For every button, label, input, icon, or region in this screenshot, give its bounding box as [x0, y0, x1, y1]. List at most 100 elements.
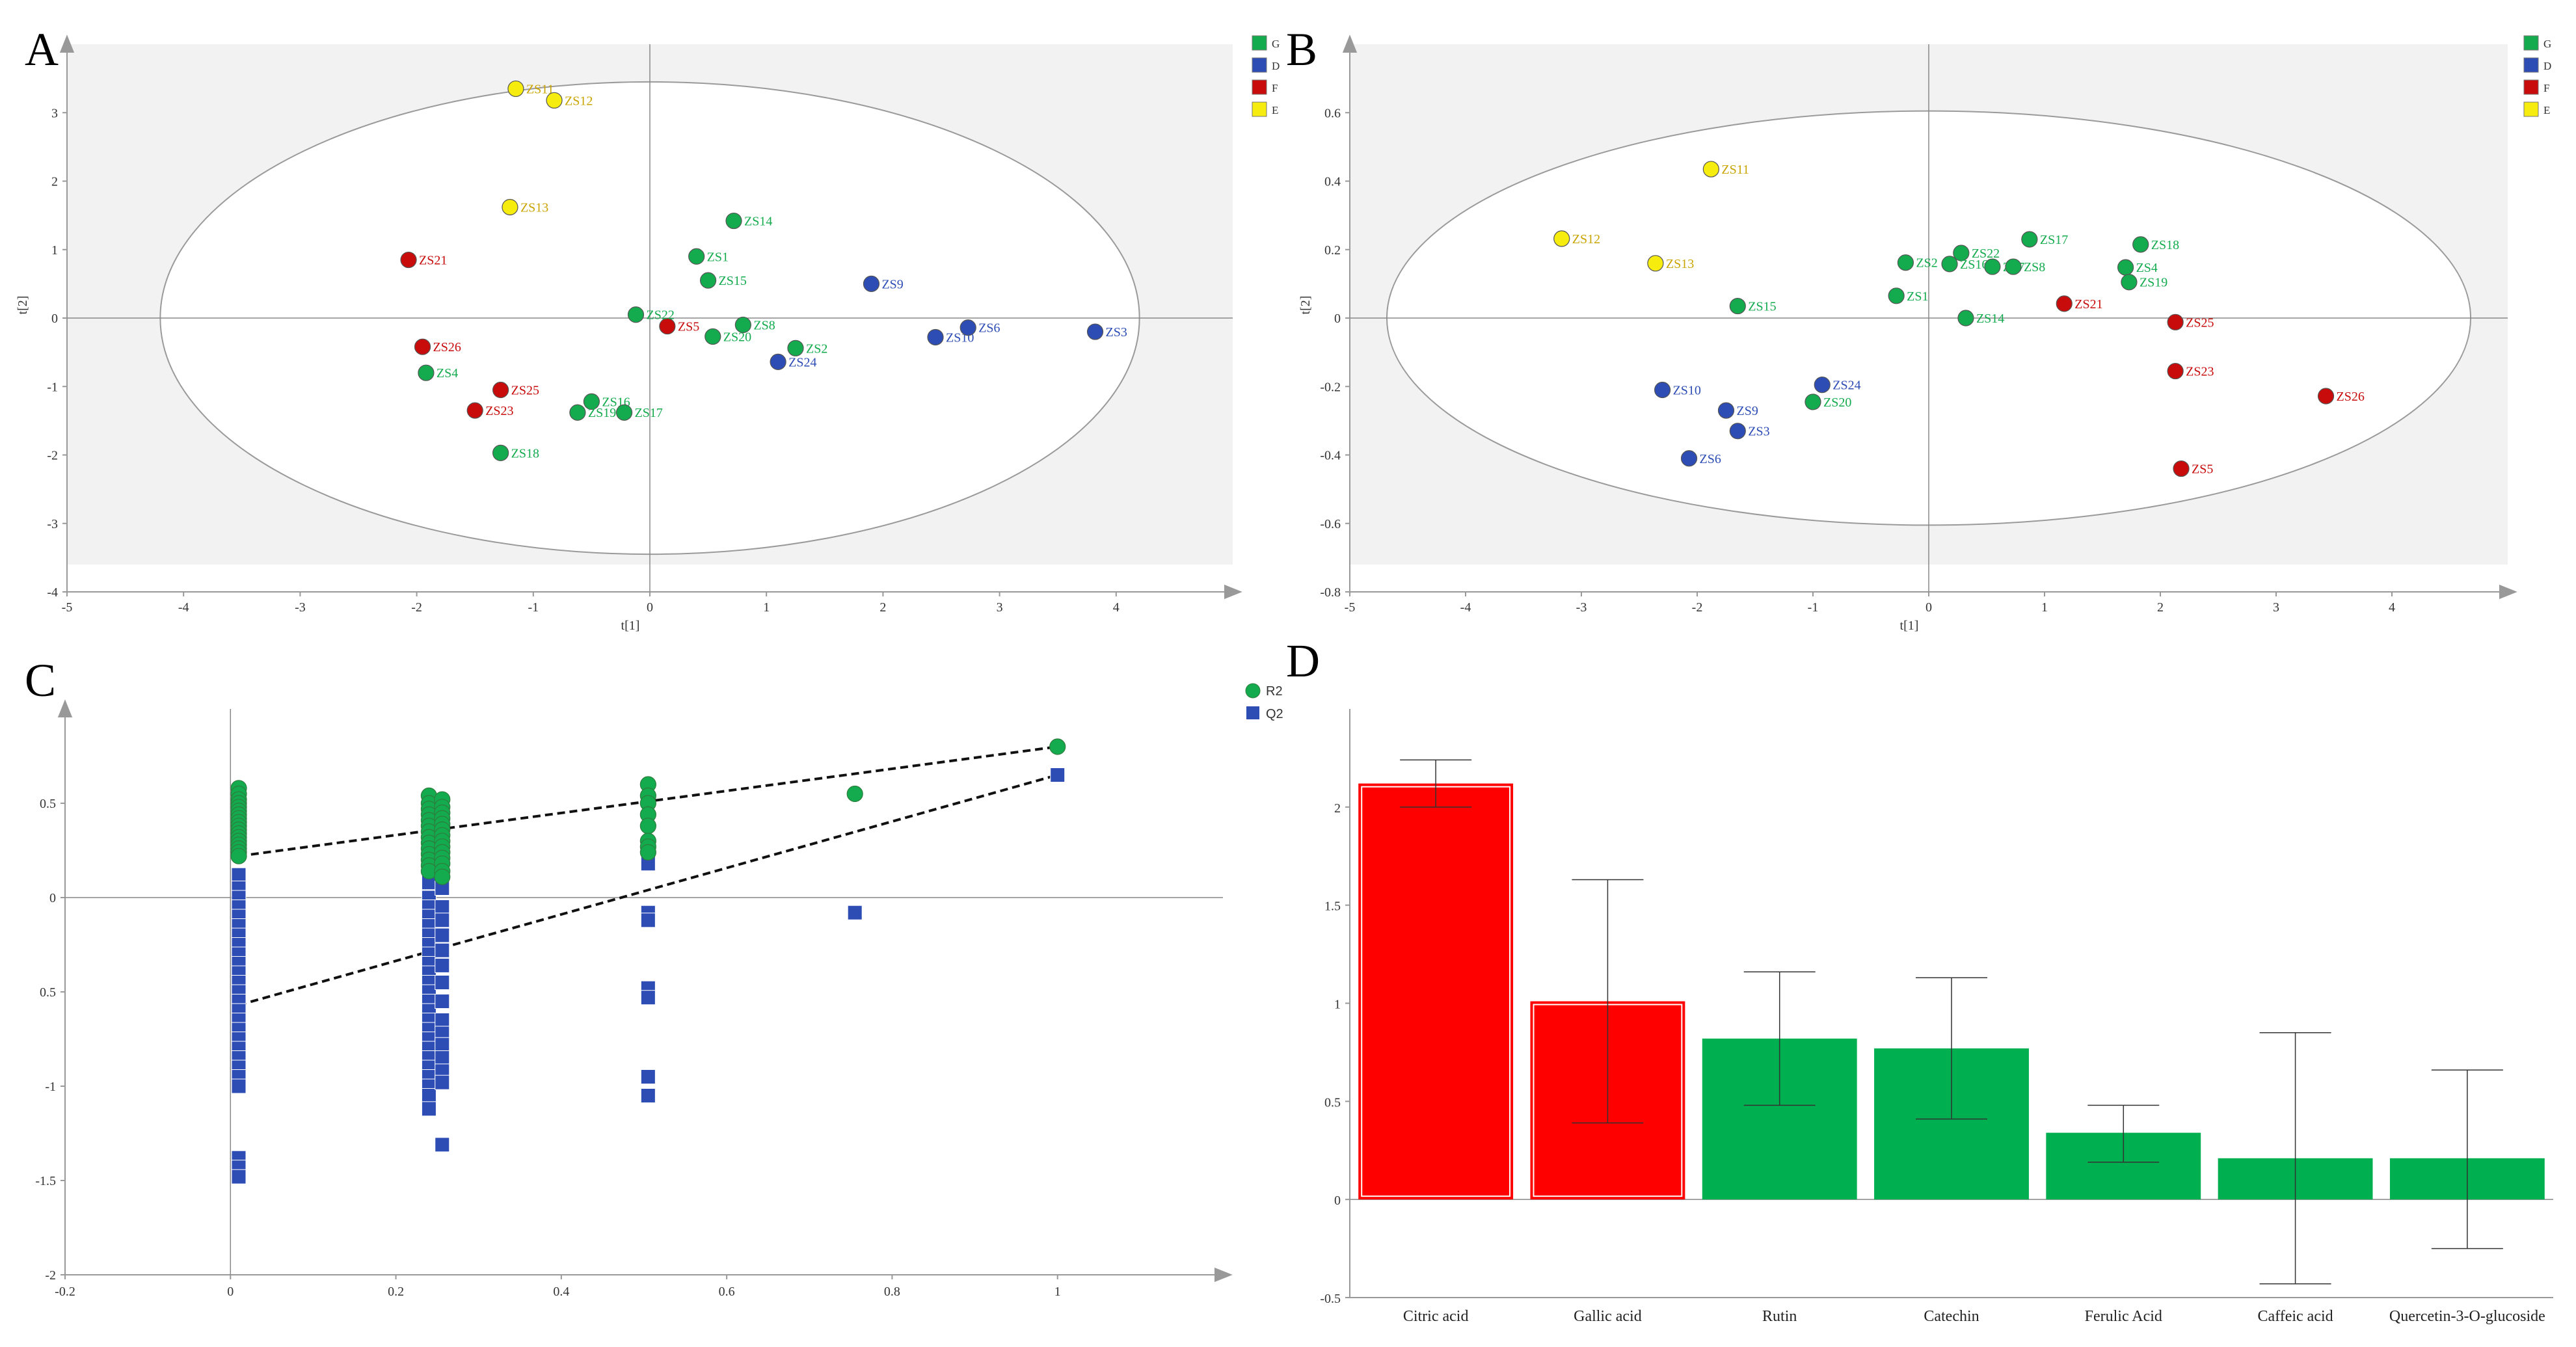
x-tick-label: 0 — [1925, 600, 1932, 615]
data-point — [418, 364, 435, 381]
panel-label-d: D — [1286, 635, 1320, 687]
legend-label: R2 — [1266, 684, 1283, 699]
x-tick-label: 4 — [1113, 600, 1120, 615]
y-tick-label: -0.4 — [1320, 449, 1341, 463]
legend-swatch — [1252, 101, 1267, 117]
x-tick-label: 3 — [997, 600, 1003, 615]
q2-point — [231, 1078, 247, 1094]
x-tick-label: 0.2 — [388, 1285, 404, 1299]
q2-point — [435, 1074, 450, 1090]
data-point — [615, 404, 633, 421]
x-tick-label: 0 — [647, 600, 653, 615]
point-label: ZS24 — [1832, 379, 1860, 393]
y-axis-label: t[2] — [16, 296, 30, 315]
y-tick-label: 1.5 — [1324, 900, 1341, 914]
bar — [1358, 783, 1514, 1200]
x-tick-label: 0.6 — [719, 1285, 735, 1299]
point-label: ZS11 — [526, 82, 554, 96]
y-tick-label: 1 — [51, 243, 58, 258]
x-tick-label: -3 — [295, 600, 306, 615]
point-label: ZS20 — [1823, 395, 1851, 410]
q2-point — [231, 1169, 247, 1184]
x-tick-label: -0.2 — [55, 1285, 75, 1299]
q2-point — [421, 1101, 436, 1117]
y-tick-label: 0.5 — [40, 985, 56, 1000]
point-label: ZS12 — [1572, 232, 1600, 247]
point-label: ZS16 — [1960, 258, 1988, 272]
q2-point — [640, 913, 656, 928]
data-point — [688, 248, 705, 265]
y-axis-label: t[2] — [1298, 296, 1313, 315]
x-tick-label: -2 — [1692, 600, 1703, 615]
x-tick-label: 2 — [879, 600, 886, 615]
data-point — [1729, 423, 1746, 440]
data-point — [1553, 230, 1570, 247]
x-tick-label: -1 — [1808, 600, 1819, 615]
data-point — [2132, 236, 2149, 253]
y-tick-label: 1 — [1334, 998, 1341, 1012]
data-point — [400, 251, 417, 269]
data-point — [502, 198, 518, 216]
y-tick-label: 0.2 — [1324, 243, 1341, 258]
data-point — [492, 444, 509, 461]
y-tick-label: -2 — [45, 1268, 56, 1283]
point-label: ZS21 — [419, 254, 447, 268]
data-point — [787, 340, 804, 356]
y-tick-label: -1 — [45, 1080, 56, 1094]
data-point — [927, 328, 944, 346]
point-label: ZS9 — [1737, 404, 1758, 418]
q2-point — [435, 957, 450, 973]
point-label: ZS12 — [565, 94, 593, 108]
y-tick-label: -1 — [47, 380, 58, 394]
panel-c-permutation-plot: -0.2 0 0.2 0.4 0.6 0.8 1 -2 -1.5 -1 0.5 0 0.5 R2 Q2 — [35, 683, 1283, 1299]
data-point — [2317, 388, 2335, 405]
data-point — [1897, 254, 1914, 271]
data-point — [2056, 295, 2073, 312]
q2-point — [421, 1088, 436, 1103]
q2-point — [435, 927, 450, 943]
r2-point — [639, 844, 656, 861]
point-label: ZS18 — [511, 446, 539, 460]
data-point — [627, 306, 645, 323]
panel-label-b: B — [1286, 23, 1317, 75]
legend-swatch — [2523, 79, 2539, 95]
data-point — [1984, 258, 2001, 275]
data-point — [1654, 381, 1671, 399]
point-label: ZS25 — [2186, 315, 2214, 330]
x-tick-label: -4 — [178, 600, 189, 615]
x-tick-label: 2 — [2157, 600, 2164, 615]
legend-label: D — [1272, 60, 1280, 72]
data-point — [704, 328, 721, 345]
data-point — [2005, 258, 2022, 275]
y-tick-label: 0 — [51, 312, 58, 326]
legend-swatch — [2523, 35, 2539, 51]
data-point — [1729, 297, 1746, 315]
y-tick-label: -2 — [47, 449, 58, 463]
r2-point — [230, 847, 247, 864]
legend-label: F — [1272, 82, 1278, 94]
data-point — [1888, 287, 1905, 304]
point-label: ZS6 — [1700, 452, 1721, 466]
point-label: ZS3 — [1106, 325, 1127, 340]
data-point — [863, 275, 880, 292]
q2-point — [1050, 767, 1066, 782]
legend-swatch — [1246, 706, 1259, 719]
point-label: ZS1 — [1907, 289, 1928, 304]
data-point — [1957, 310, 1974, 327]
q2-point — [435, 1037, 450, 1052]
point-label: ZS22 — [1972, 247, 2000, 261]
point-label: ZS24 — [788, 355, 816, 369]
point-label: ZS5 — [2192, 462, 2213, 477]
point-label: ZS2 — [806, 341, 827, 356]
data-point — [1717, 402, 1735, 419]
point-label: ZS18 — [2151, 238, 2179, 252]
data-point — [725, 212, 742, 230]
data-point — [1953, 245, 1970, 261]
point-label: ZS5 — [678, 320, 699, 334]
legend-swatch — [2523, 57, 2539, 73]
r2-point — [434, 868, 451, 885]
y-tick-label: -1.5 — [35, 1174, 56, 1188]
x-tick-label: 0.4 — [553, 1285, 569, 1299]
q2-point — [435, 1050, 450, 1065]
